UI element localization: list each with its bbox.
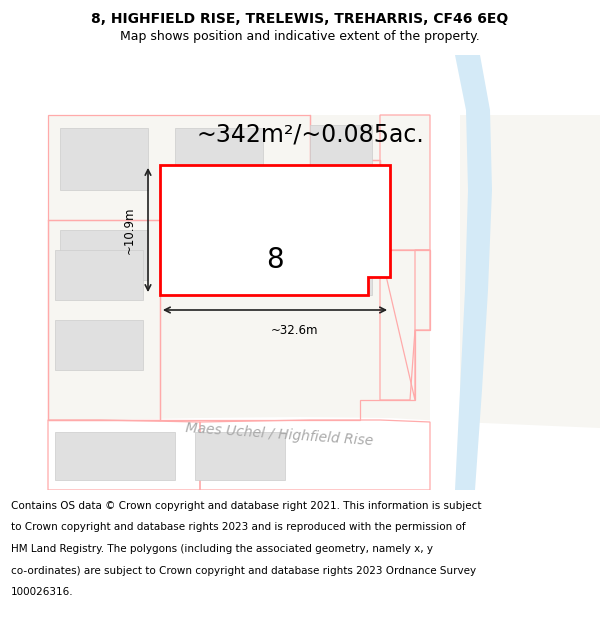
Bar (60, 128, 148, 190)
Text: Map shows position and indicative extent of the property.: Map shows position and indicative extent… (120, 30, 480, 43)
Bar (310, 243, 372, 295)
Bar (195, 432, 285, 480)
Text: HM Land Registry. The polygons (including the associated geometry, namely x, y: HM Land Registry. The polygons (includin… (11, 544, 433, 554)
Bar (310, 125, 372, 195)
Bar (175, 128, 263, 190)
Text: Maes Uchel / Highfield Rise: Maes Uchel / Highfield Rise (185, 421, 374, 449)
Polygon shape (455, 55, 492, 490)
Bar (430, 55, 460, 490)
Bar (0, 55, 48, 490)
Text: ~342m²/~0.085ac.: ~342m²/~0.085ac. (196, 123, 424, 147)
Bar (55, 432, 175, 480)
Text: 8, HIGHFIELD RISE, TRELEWIS, TREHARRIS, CF46 6EQ: 8, HIGHFIELD RISE, TRELEWIS, TREHARRIS, … (91, 12, 509, 26)
Text: co-ordinates) are subject to Crown copyright and database rights 2023 Ordnance S: co-ordinates) are subject to Crown copyr… (11, 566, 476, 576)
Bar (0, 55, 600, 115)
Bar (55, 320, 143, 370)
Text: 8: 8 (266, 246, 284, 274)
Text: ~10.9m: ~10.9m (123, 206, 136, 254)
Bar (55, 250, 143, 300)
Text: ~32.6m: ~32.6m (271, 324, 319, 337)
Bar (60, 230, 148, 280)
Polygon shape (160, 165, 390, 295)
Text: to Crown copyright and database rights 2023 and is reproduced with the permissio: to Crown copyright and database rights 2… (11, 522, 466, 532)
Text: 100026316.: 100026316. (11, 588, 73, 598)
Polygon shape (0, 417, 600, 490)
Text: Contains OS data © Crown copyright and database right 2021. This information is : Contains OS data © Crown copyright and d… (11, 501, 481, 511)
Bar (215, 170, 315, 220)
